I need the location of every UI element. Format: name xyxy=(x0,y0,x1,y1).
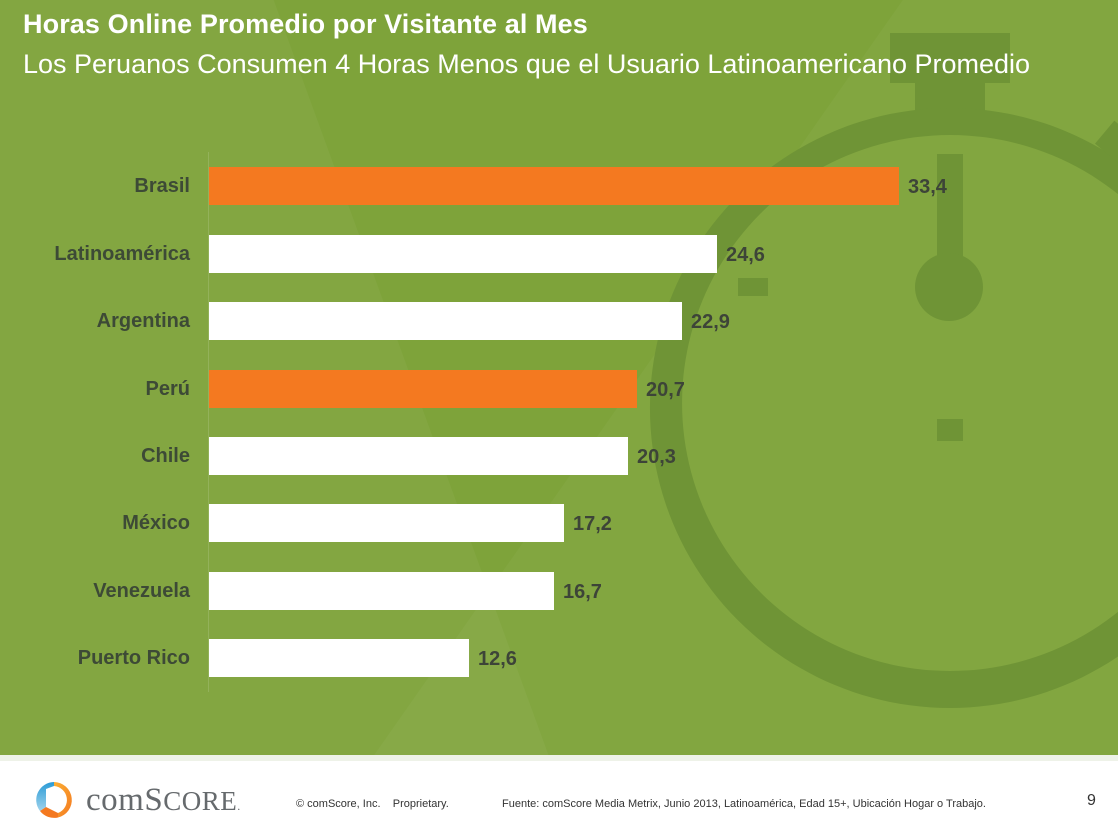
category-label: Latinoamérica xyxy=(54,243,190,265)
comscore-logo-text: comSCORE. xyxy=(86,782,241,819)
bar xyxy=(209,437,628,475)
source-note: Fuente: comScore Media Metrix, Junio 201… xyxy=(502,798,986,810)
logo-text-rest: CORE xyxy=(163,786,238,816)
category-label: Perú xyxy=(145,378,190,400)
bar-row: Puerto Rico 12,6 xyxy=(0,639,1118,677)
value-label: 20,3 xyxy=(637,446,676,468)
value-label: 24,6 xyxy=(726,244,765,266)
category-label: Puerto Rico xyxy=(77,647,190,669)
value-label: 20,7 xyxy=(646,379,685,401)
value-label: 22,9 xyxy=(691,311,730,333)
value-label: 33,4 xyxy=(908,176,947,198)
bar-row: Perú 20,7 xyxy=(0,370,1118,408)
bar-row: Chile 20,3 xyxy=(0,437,1118,475)
bar-row: Brasil 33,4 xyxy=(0,167,1118,205)
logo-text-dot: . xyxy=(237,799,241,813)
bar xyxy=(209,504,564,542)
category-label: Argentina xyxy=(96,310,190,332)
bar-row: Venezuela 16,7 xyxy=(0,572,1118,610)
page-title: Horas Online Promedio por Visitante al M… xyxy=(23,9,588,39)
slide-background: Horas Online Promedio por Visitante al M… xyxy=(0,0,1118,755)
bar xyxy=(209,572,554,610)
category-label: México xyxy=(122,512,190,534)
category-label: Venezuela xyxy=(93,580,190,602)
bar-row: Latinoamérica 24,6 xyxy=(0,235,1118,273)
highlighted-bar xyxy=(209,370,637,408)
bar xyxy=(209,639,469,677)
highlighted-bar xyxy=(209,167,899,205)
value-label: 17,2 xyxy=(573,513,612,535)
footer xyxy=(0,755,1118,836)
copyright-text: © comScore, Inc. Proprietary. xyxy=(296,798,449,810)
bar-row: Argentina 22,9 xyxy=(0,302,1118,340)
bar-row: México 17,2 xyxy=(0,504,1118,542)
logo-text-s: S xyxy=(144,782,164,818)
page-subtitle: Los Peruanos Consumen 4 Horas Menos que … xyxy=(23,49,1031,79)
page-number: 9 xyxy=(1087,792,1096,809)
category-label: Chile xyxy=(141,445,190,467)
category-axis-line xyxy=(208,152,209,692)
bar xyxy=(209,302,682,340)
logo-text-prefix: com xyxy=(86,782,145,818)
value-label: 16,7 xyxy=(563,581,602,603)
stopwatch-icon xyxy=(649,33,1118,708)
comscore-logo-icon xyxy=(36,782,72,818)
category-label: Brasil xyxy=(134,175,190,197)
value-label: 12,6 xyxy=(478,648,517,670)
bar xyxy=(209,235,717,273)
